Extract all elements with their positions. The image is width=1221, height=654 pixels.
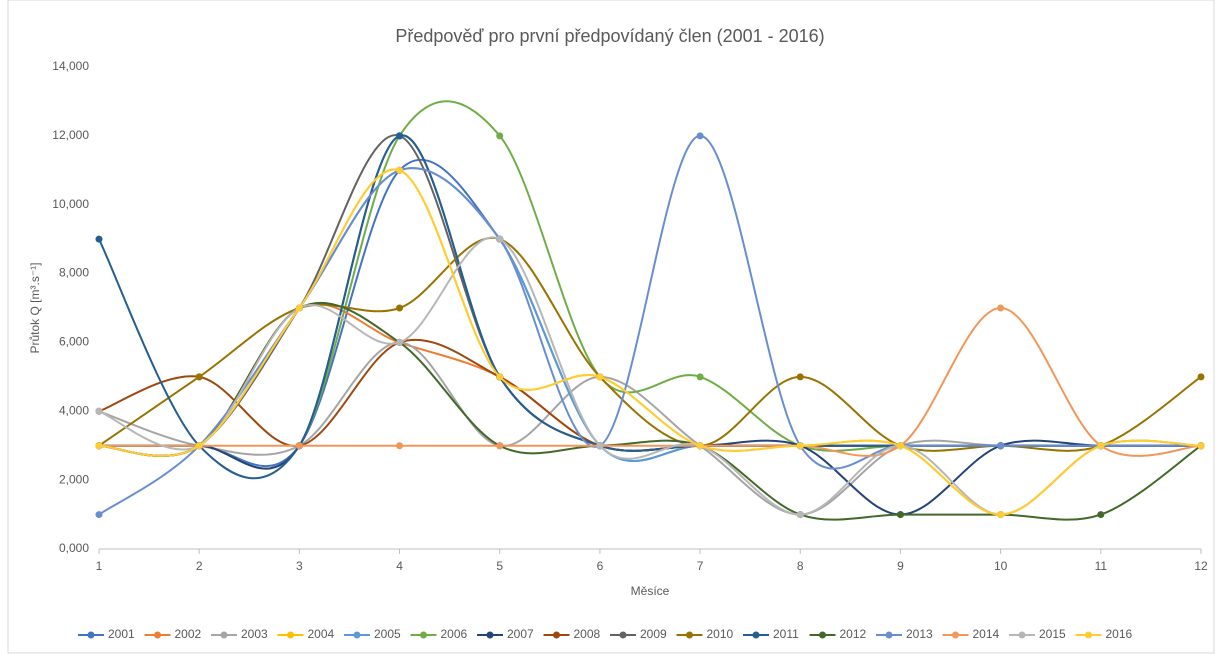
legend-marker [420,631,427,639]
point-marker [896,442,904,450]
y-tick-label: 8,000 [59,266,89,280]
point-marker [796,511,804,519]
point-marker [997,304,1005,312]
point-marker [696,373,704,381]
point-marker [195,442,203,450]
legend-marker [952,631,959,639]
y-tick-label: 12,000 [52,128,89,142]
x-tick-label: 6 [597,559,604,573]
legend-label: 2009 [640,627,667,641]
x-tick-label: 5 [496,559,503,573]
point-marker [496,235,504,243]
legend-marker [553,631,560,639]
point-marker [496,373,504,381]
y-tick-label: 4,000 [59,403,89,417]
point-marker [696,132,704,140]
legend-label: 2011 [773,627,799,641]
y-tick-label: 14,000 [52,59,89,73]
legend-label: 2007 [507,627,534,641]
legend-label: 2013 [906,627,933,641]
point-marker [496,442,504,450]
legend-marker [1085,631,1092,639]
point-marker [396,132,404,140]
point-marker [396,304,404,312]
chart-title: Předpověď pro první předpovídaný člen (2… [395,26,824,46]
point-marker [596,373,604,381]
point-marker [195,373,203,381]
x-tick-label: 1 [96,559,103,573]
point-marker [896,511,904,519]
legend-label: 2003 [241,627,268,641]
x-tick-label: 7 [697,559,704,573]
legend-marker [154,631,161,639]
legend-label: 2001 [108,627,135,641]
x-tick-label: 12 [1194,559,1208,573]
point-marker [496,132,504,140]
legend-label: 2010 [707,627,734,641]
y-tick-label: 10,000 [52,197,89,211]
point-marker [997,442,1005,450]
x-tick-label: 8 [797,559,804,573]
point-marker [95,407,103,415]
legend-label: 2014 [973,627,1000,641]
chart-border [7,0,1215,654]
point-marker [295,442,303,450]
y-tick-label: 6,000 [59,335,89,349]
legend-label: 2002 [175,627,202,641]
legend-label: 2006 [441,627,468,641]
legend-marker [287,631,294,639]
y-axis-label: Průtok Q [m³.s⁻¹] [28,262,42,353]
point-marker [1197,442,1205,450]
point-marker [1197,373,1205,381]
legend-marker [486,631,494,639]
point-marker [95,511,103,519]
x-tick-label: 2 [196,559,203,573]
x-tick-label: 3 [296,559,303,573]
point-marker [596,442,604,450]
point-marker [997,511,1005,519]
point-marker [396,166,404,174]
point-marker [396,338,404,346]
point-marker [1097,511,1105,519]
x-tick-label: 11 [1095,559,1108,573]
legend-marker [220,631,228,639]
legend-marker [353,631,361,639]
x-axis-label: Měsíce [631,584,670,598]
point-marker [95,235,103,243]
point-marker [1097,442,1105,450]
legend-marker [619,631,627,639]
legend-label: 2004 [308,627,335,641]
legend-marker [752,631,760,639]
x-tick-label: 4 [396,559,403,573]
legend-marker [87,631,95,639]
legend-label: 2008 [574,627,601,641]
legend-label: 2005 [374,627,401,641]
legend-marker [686,631,693,639]
y-tick-label: 2,000 [59,472,89,486]
legend-label: 2012 [840,627,867,641]
legend-label: 2016 [1106,627,1133,641]
y-tick-label: 0,000 [59,541,89,555]
x-tick-label: 10 [994,559,1008,573]
legend-marker [1018,631,1026,639]
point-marker [295,304,303,312]
legend-marker [885,631,893,639]
point-marker [696,442,704,450]
point-marker [796,442,804,450]
x-tick-label: 9 [897,559,904,573]
point-marker [796,373,804,381]
legend-label: 2015 [1039,627,1066,641]
point-marker [95,442,103,450]
legend-marker [819,631,826,639]
point-marker [396,442,404,450]
